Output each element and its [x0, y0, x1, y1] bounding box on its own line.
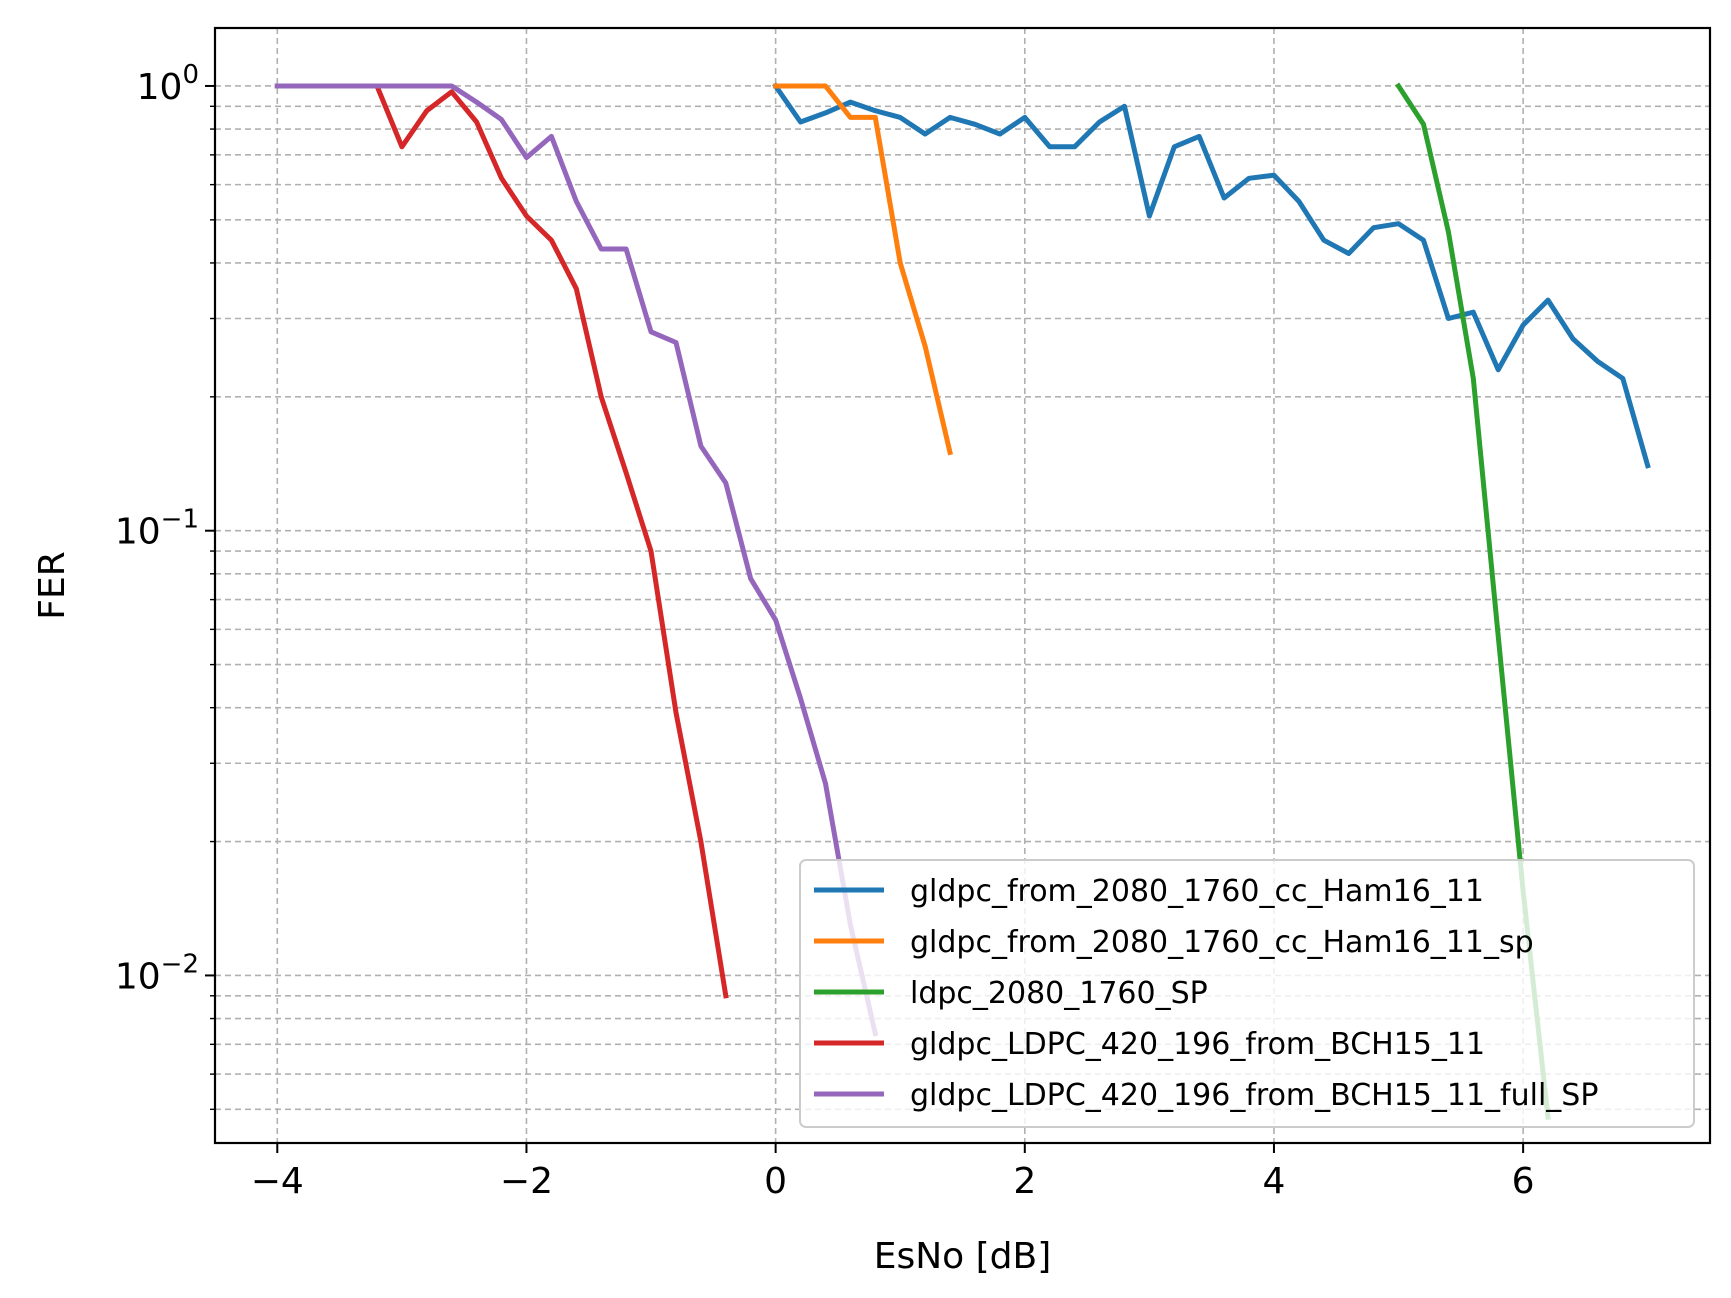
- legend-label: ldpc_2080_1760_SP: [910, 976, 1208, 1011]
- y-tick-exponent: −2: [161, 949, 199, 979]
- legend-label: gldpc_from_2080_1760_cc_Ham16_11_sp: [910, 925, 1534, 960]
- x-tick-label: 0: [764, 1161, 787, 1202]
- plot-series: [274, 82, 1651, 1120]
- plot-area-frame: [213, 26, 1712, 1145]
- series-line: [772, 82, 1651, 469]
- y-tick-base: 10: [137, 67, 183, 108]
- series-line: [274, 83, 879, 1037]
- legend-label: gldpc_LDPC_420_196_from_BCH15_11_full_SP: [910, 1078, 1598, 1113]
- series-line: [773, 83, 954, 456]
- legend-label: gldpc_LDPC_420_196_from_BCH15_11: [910, 1027, 1485, 1062]
- legend: gldpc_from_2080_1760_cc_Ham16_11 gldpc_fr…: [799, 859, 1695, 1128]
- legend-box: [799, 859, 1695, 1128]
- y-tick-base: 10: [115, 956, 161, 997]
- y-tick-label: 10−1: [115, 505, 199, 553]
- legend-label: gldpc_from_2080_1760_cc_Ham16_11: [910, 874, 1484, 909]
- y-tick-base: 10: [115, 512, 161, 553]
- x-tick-label: 6: [1512, 1161, 1535, 1202]
- x-axis-label: EsNo [dB]: [874, 1236, 1052, 1277]
- y-tick-label: 10−2: [115, 949, 199, 997]
- y-tick-exponent: −1: [161, 505, 199, 535]
- y-tick-exponent: 0: [182, 60, 199, 90]
- x-tick-label: −2: [500, 1161, 553, 1202]
- y-axis-label: FER: [32, 551, 73, 619]
- x-tick-label: −4: [251, 1161, 304, 1202]
- x-tick-label: 4: [1263, 1161, 1286, 1202]
- x-tick-label: 2: [1013, 1161, 1036, 1202]
- y-tick-label: 100: [137, 60, 199, 108]
